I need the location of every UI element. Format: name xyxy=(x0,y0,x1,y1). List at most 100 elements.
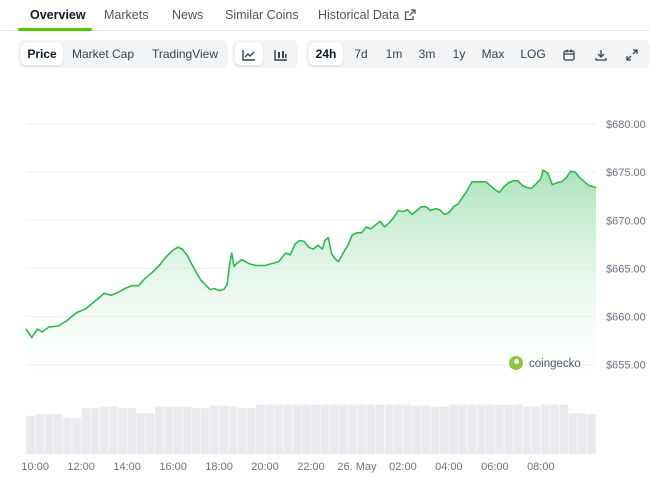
volume-bar xyxy=(541,404,550,454)
volume-bar xyxy=(155,406,164,454)
volume-bar xyxy=(577,413,587,454)
volume-bar xyxy=(366,404,376,454)
volume-bar xyxy=(219,405,228,454)
volume-bar xyxy=(237,408,247,454)
tab-markets[interactable]: Markets xyxy=(104,8,149,22)
volume-bar xyxy=(164,406,173,454)
external-link-icon xyxy=(405,9,416,21)
volume-bar xyxy=(200,408,210,454)
y-tick-label: $675.00 xyxy=(606,167,646,179)
expand-icon xyxy=(626,49,638,61)
tab-historical-data-label: Historical Data xyxy=(318,8,400,22)
x-tick-label: 18:00 xyxy=(205,461,233,473)
x-tick-label: 10:00 xyxy=(21,461,49,473)
volume-bar xyxy=(440,406,449,454)
volume-bar xyxy=(256,404,265,454)
volume-bar xyxy=(568,413,578,454)
volume-bar xyxy=(550,404,559,454)
active-tab-indicator xyxy=(18,28,92,31)
calendar-button[interactable] xyxy=(556,43,582,65)
candlestick-icon xyxy=(274,49,287,61)
volume-bar xyxy=(384,404,394,454)
range-1y-button[interactable]: 1y xyxy=(452,47,466,61)
volume-bar xyxy=(228,406,238,454)
watermark-text: coingecko xyxy=(529,358,581,370)
volume-bar xyxy=(145,413,155,454)
volume-bar xyxy=(53,414,63,454)
volume-bar xyxy=(118,408,127,454)
volume-bar xyxy=(485,404,495,454)
y-tick-label: $665.00 xyxy=(606,263,646,275)
line-chart-icon xyxy=(242,49,255,61)
range-24h-button[interactable]: 24h xyxy=(309,43,343,65)
volume-bar xyxy=(182,406,192,454)
volume-bar xyxy=(495,404,504,454)
volume-bar xyxy=(320,404,330,454)
tab-similar-coins[interactable]: Similar Coins xyxy=(225,8,299,22)
candlestick-button[interactable] xyxy=(267,43,295,65)
volume-bar xyxy=(63,418,72,454)
volume-bar xyxy=(26,415,35,454)
volume-bar xyxy=(302,404,311,454)
volume-bar xyxy=(35,414,45,454)
y-tick-label: $660.00 xyxy=(606,311,646,323)
market-cap-button[interactable]: Market Cap xyxy=(71,47,135,61)
download-button[interactable] xyxy=(588,43,614,65)
range-1m-button[interactable]: 1m xyxy=(385,47,403,61)
calendar-icon xyxy=(563,49,575,61)
tab-historical-data[interactable]: Historical Data xyxy=(318,8,416,22)
volume-bar xyxy=(412,405,422,454)
volume-bar xyxy=(504,404,513,454)
volume-bar xyxy=(559,404,569,454)
expand-button[interactable] xyxy=(619,43,645,65)
coingecko-watermark: coingecko xyxy=(509,356,581,370)
volume-bar xyxy=(72,418,81,454)
y-tick-label: $670.00 xyxy=(606,215,646,227)
x-tick-label: 12:00 xyxy=(67,461,95,473)
x-tick-label: 26. May xyxy=(337,461,377,473)
range-3m-button[interactable]: 3m xyxy=(418,47,436,61)
range-toolbar-group: 24h 7d 1m 3m 1y Max LOG xyxy=(306,40,650,68)
log-scale-button[interactable]: LOG xyxy=(520,47,546,61)
volume-bar xyxy=(283,404,293,454)
tab-overview[interactable]: Overview xyxy=(30,8,86,22)
tab-nav: Overview Markets News Similar Coins Hist… xyxy=(0,0,650,31)
volume-bar xyxy=(449,404,458,454)
volume-bar xyxy=(458,404,467,454)
x-tick-label: 20:00 xyxy=(251,461,279,473)
volume-bar xyxy=(513,404,523,454)
volume-bar xyxy=(191,408,201,454)
price-button[interactable]: Price xyxy=(21,43,63,65)
price-line[interactable] xyxy=(25,169,597,339)
range-7d-button[interactable]: 7d xyxy=(354,47,368,61)
line-chart-button[interactable] xyxy=(235,43,263,65)
x-tick-label: 02:00 xyxy=(389,461,417,473)
volume-bar xyxy=(136,413,146,454)
volume-bar xyxy=(292,404,302,454)
volume-bar xyxy=(329,404,339,454)
volume-bar xyxy=(274,404,284,454)
volume-bar xyxy=(587,414,596,454)
volume-bar xyxy=(81,408,91,454)
volume-bar xyxy=(403,404,412,454)
volume-bar xyxy=(476,404,486,454)
volume-bar xyxy=(311,404,320,454)
volume-bar xyxy=(173,406,182,454)
x-tick-label: 06:00 xyxy=(481,461,509,473)
price-area-fill xyxy=(26,170,596,395)
tradingview-button[interactable]: TradingView xyxy=(151,47,219,61)
volume-bar xyxy=(127,408,137,454)
view-toggle-group: Price Market Cap TradingView xyxy=(18,40,228,68)
volume-bar xyxy=(338,404,348,454)
volume-bar xyxy=(421,405,431,454)
download-icon xyxy=(595,49,607,61)
volume-bar xyxy=(375,404,385,454)
chart-type-group xyxy=(232,40,298,68)
price-chart: $655.00 $660.00 $665.00 $670.00 $675.00 $680.… xyxy=(21,119,646,473)
tab-news[interactable]: News xyxy=(172,8,204,22)
x-tick-label: 08:00 xyxy=(527,461,555,473)
range-max-button[interactable]: Max xyxy=(481,47,505,61)
volume-bar xyxy=(394,404,403,454)
x-tick-label: 22:00 xyxy=(297,461,325,473)
volume-bar xyxy=(467,404,477,454)
